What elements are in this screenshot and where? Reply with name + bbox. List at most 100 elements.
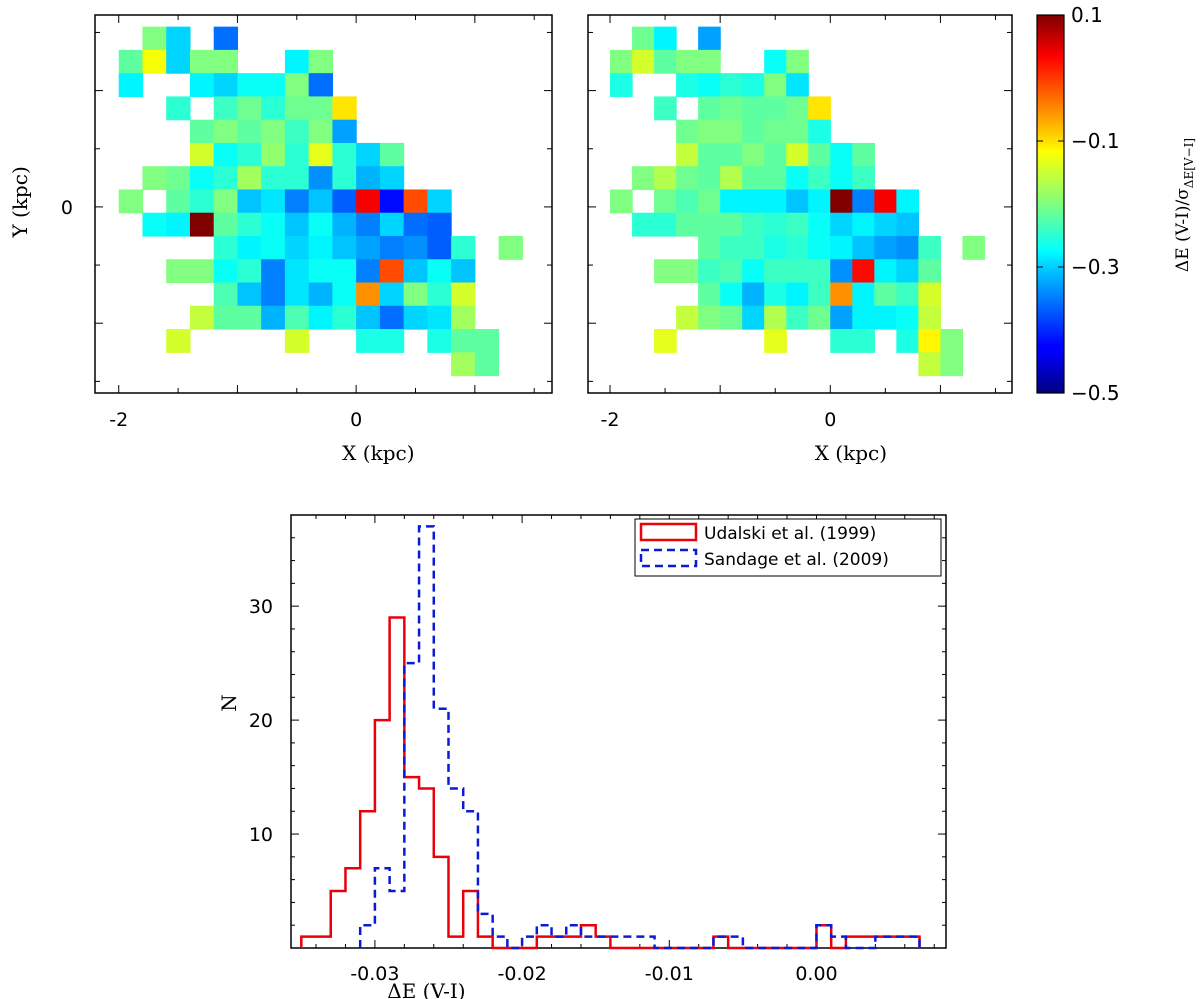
map-cell-right-50 [852,166,875,191]
map-cell-left-124 [451,305,476,330]
map-cell-right-131 [940,329,964,353]
map-cell-right-7 [698,49,721,74]
map-cell-left-108 [356,282,381,307]
legend: Udalski et al. (1999) Sandage et al. (20… [634,518,942,577]
map-cell-left-127 [356,329,381,353]
map-cell-left-42 [189,166,215,191]
map-cell-left-120 [356,305,381,330]
map-cell-left-86 [427,235,452,260]
map-cell-left-30 [332,119,357,144]
map-cell-left-78 [237,235,262,260]
map-cell-left-130 [451,329,476,353]
map-cell-right-28 [764,119,787,144]
x-axis-label-left: X (kpc) [342,441,414,465]
map-cell-right-29 [786,119,809,144]
map-cell-left-68 [237,212,262,237]
colorbar-ticks: 0.1 −0.1 −0.3 −0.5 [1037,3,1120,405]
map-cell-left-55 [237,189,262,214]
map-cell-left-115 [237,305,262,330]
map-cell-right-42 [676,166,699,191]
map-cell-right-22 [786,96,809,121]
map-cell-right-2 [698,26,721,51]
colorbar-tick-label: 0.1 [1071,3,1103,27]
map-cell-left-132 [451,352,476,377]
map-cell-right-4 [632,49,655,74]
map-cell-right-58 [786,189,809,214]
map-panel-left: -2 0 X (kpc) 0 Y (kpc) [8,14,553,465]
map-cell-right-101 [918,259,942,284]
map-cell-left-19 [237,96,262,121]
map-cell-right-109 [852,282,875,307]
map-cell-right-80 [764,235,787,260]
y-axis-label-left: Y (kpc) [8,166,32,238]
map-cell-right-66 [676,212,699,237]
map-cell-left-22 [308,96,333,121]
map-cell-right-51 [610,189,633,214]
legend-swatch-udalski [639,522,698,542]
map-cells-left [118,26,523,377]
map-cell-left-75 [403,212,428,237]
map-cell-left-13 [237,73,262,98]
map-cell-left-66 [189,212,215,237]
map-cell-left-96 [332,259,357,284]
map-cell-right-36 [786,142,809,167]
map-cell-right-16 [786,73,809,98]
map-panel-right: -2 0 X (kpc) [587,14,1013,465]
map-cell-right-94 [764,259,787,284]
map-cell-left-114 [213,305,239,330]
legend-label-sandage: Sandage et al. (2009) [704,550,889,570]
map-cell-left-116 [261,305,286,330]
map-cell-right-73 [830,212,853,237]
map-cell-right-112 [918,282,942,307]
map-cell-right-110 [874,282,897,307]
map-cell-right-70 [764,212,787,237]
map-cell-right-64 [632,212,655,237]
map-cell-left-113 [189,305,215,330]
map-cell-right-8 [764,49,787,74]
map-cell-right-55 [720,189,743,214]
map-cell-left-69 [261,212,286,237]
map-cell-right-69 [742,212,765,237]
map-cell-left-59 [332,189,357,214]
map-cell-left-72 [332,212,357,237]
map-cell-left-121 [379,305,405,330]
map-cell-left-125 [166,329,191,353]
map-cell-left-27 [261,119,286,144]
map-cell-left-6 [189,49,215,74]
x-tick-label-left: 0 [350,409,362,431]
map-cell-right-72 [808,212,831,237]
map-cell-left-56 [261,189,286,214]
map-cell-right-124 [918,305,942,330]
legend-swatch-sandage [639,548,698,568]
map-cell-left-91 [213,259,239,284]
histogram-panel: -0.03 -0.02 -0.01 0.00 10 20 30 ΔE (V-I) N Udals… [217,514,947,999]
map-cell-right-21 [764,96,787,121]
map-cell-right-25 [698,119,721,144]
map-cell-left-43 [213,166,239,191]
legend-label-udalski: Udalski et al. (1999) [704,524,876,544]
map-cell-right-74 [852,212,875,237]
map-cell-right-30 [808,119,831,144]
map-cell-left-39 [379,142,405,167]
x-tick-label-right: -2 [601,409,620,431]
map-cell-right-71 [786,212,809,237]
map-cell-left-128 [379,329,405,353]
map-cell-left-31 [189,142,215,167]
map-cell-left-83 [356,235,381,260]
map-cell-right-49 [830,166,853,191]
map-cell-right-39 [852,142,875,167]
map-ticks-left: -2 0 X (kpc) 0 Y (kpc) [8,15,552,465]
map-cell-right-0 [632,26,655,51]
map-cell-left-89 [166,259,191,284]
x-axis-label-right: X (kpc) [815,441,887,465]
map-cell-right-77 [698,235,721,260]
map-cell-right-75 [874,212,897,237]
map-cell-right-35 [764,142,787,167]
map-cell-right-92 [720,259,743,284]
map-cell-left-109 [379,282,405,307]
map-cell-right-34 [742,142,765,167]
map-cell-right-79 [742,235,765,260]
map-cell-right-93 [742,259,765,284]
map-cell-left-131 [474,329,500,353]
